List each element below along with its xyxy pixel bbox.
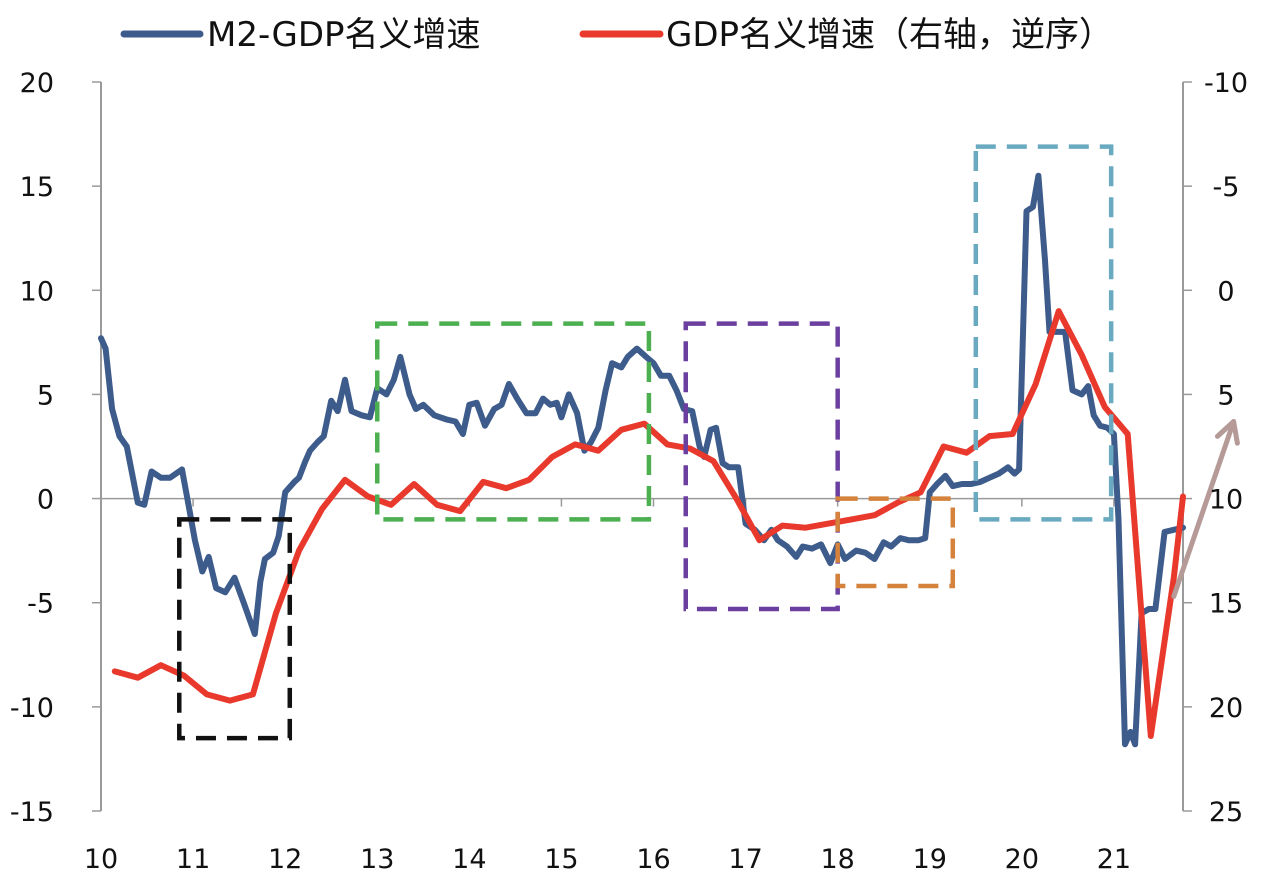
x-tick-label: 12 [268,844,302,875]
y-right-tick-label: 5 [1217,380,1234,411]
x-tick-label: 17 [728,844,762,875]
x-tick-label: 13 [360,844,394,875]
y-left-tick-label: -10 [10,693,54,724]
y-right-tick-label: 25 [1209,797,1243,828]
y-left-tick-label: 5 [37,380,54,411]
y-right-tick-label: 10 [1209,485,1243,516]
annotations-layer [177,144,1240,741]
legend: M2-GDP名义增速 GDP名义增速（右轴，逆序） [120,15,1113,55]
y-right-tick-label: -10 [1204,68,1248,99]
y-left-tick-label: -5 [27,589,54,620]
y-left-tick-label: -15 [10,797,54,828]
y-left-tick-label: 15 [20,172,54,203]
x-tick-label: 16 [636,844,670,875]
legend-label-gdp-nominal: GDP名义增速（右轴，逆序） [666,15,1113,55]
x-tick-label: 20 [1005,844,1039,875]
x-tick-label: 14 [452,844,486,875]
y-right-tick-label: 20 [1209,693,1243,724]
y-right-tick-label: 15 [1209,589,1243,620]
y-left-tick-label: 10 [20,276,54,307]
y-left-tick-label: 0 [37,485,54,516]
legend-label-m2-gdp: M2-GDP名义增速 [207,15,481,55]
x-tick-label: 15 [544,844,578,875]
annotation-dashed-box [177,517,293,741]
trend-arrow-head [1214,419,1240,446]
trend-arrow-shaft [1171,419,1237,599]
x-tick-label: 19 [913,844,947,875]
series-line-m2-gdp [98,172,1186,748]
x-tick-label: 11 [176,844,210,875]
annotation-dashed-box [973,144,1114,522]
x-tick-label: 10 [84,844,118,875]
y-right-tick-label: 0 [1217,276,1234,307]
y-right-tick-label: -5 [1213,172,1240,203]
tick-labels-layer: 20 15 10 5 0 -5 -10 -15 -10 -5 0 5 10 15 20 25 10 11 12 13 1… [10,68,1248,875]
axes-layer [92,81,1192,812]
x-tick-label: 18 [821,844,855,875]
y-left-tick-label: 20 [20,68,54,99]
annotation-dashed-box [683,321,840,612]
x-tick-label: 21 [1097,844,1131,875]
series-layer [98,172,1186,748]
annotation-dashed-box [375,321,652,522]
annotation-dashed-box [835,496,956,589]
series-line-gdp-nominal [111,308,1186,739]
